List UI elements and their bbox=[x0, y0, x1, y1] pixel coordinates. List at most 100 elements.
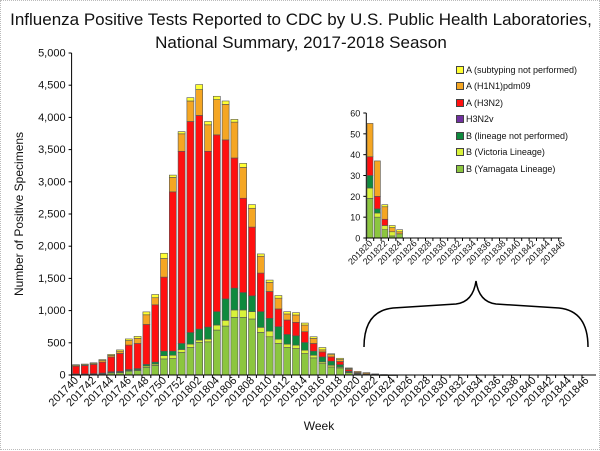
bar-segment bbox=[309, 357, 318, 376]
bar-segment bbox=[344, 367, 353, 369]
bar-segment bbox=[169, 350, 177, 356]
bar-segment bbox=[230, 309, 239, 318]
chart-title-line2: National Summary, 2017-2018 Season bbox=[155, 33, 447, 52]
bar-segment bbox=[133, 343, 142, 369]
legend-label: A (H3N2) bbox=[466, 98, 504, 108]
bar-segment bbox=[177, 133, 186, 152]
bar-segment bbox=[292, 322, 300, 337]
inset-bar-segment bbox=[366, 156, 374, 176]
bar-segment bbox=[353, 371, 362, 373]
bar-segment bbox=[160, 355, 168, 360]
bar-segment bbox=[265, 318, 274, 332]
bar-segment bbox=[336, 357, 344, 360]
bar-segment bbox=[362, 372, 371, 375]
inset-bar-segment bbox=[374, 160, 381, 197]
bar-segment bbox=[256, 272, 265, 312]
bar-segment bbox=[142, 366, 151, 376]
inset-bar-segment bbox=[374, 208, 381, 214]
bar-segment bbox=[204, 338, 212, 343]
bar-segment bbox=[160, 258, 168, 278]
bar-segment bbox=[292, 348, 300, 376]
y-tick-label: 3,500 bbox=[38, 144, 66, 156]
bar-segment bbox=[204, 326, 212, 340]
bar-segment bbox=[204, 150, 212, 328]
bar-segment bbox=[248, 311, 256, 320]
y-tick-label: 4,000 bbox=[38, 112, 66, 124]
bar-segment bbox=[230, 157, 239, 289]
bar-segment bbox=[300, 331, 309, 343]
bar-segment bbox=[169, 177, 177, 193]
bar-segment bbox=[336, 361, 344, 365]
bar-segment bbox=[72, 364, 80, 366]
bar-segment bbox=[204, 341, 212, 376]
bar-segment bbox=[283, 334, 292, 345]
legend-item: B (lineage not performed) bbox=[456, 131, 568, 141]
inset-bar-segment bbox=[374, 196, 381, 210]
bar-segment bbox=[256, 255, 265, 274]
bar-segment bbox=[186, 100, 195, 122]
bar-segment bbox=[169, 174, 177, 178]
bar-segment bbox=[133, 336, 142, 339]
bar-segment bbox=[256, 253, 265, 257]
inset-y-tick-label: 50 bbox=[350, 129, 360, 139]
bar-segment bbox=[125, 340, 133, 346]
inset-y-tick-label: 40 bbox=[350, 150, 360, 160]
bar-segment bbox=[98, 359, 107, 361]
bar-segment bbox=[195, 84, 203, 90]
bar-segment bbox=[160, 350, 168, 356]
bar-segment bbox=[318, 356, 327, 363]
bar-segment bbox=[283, 343, 292, 348]
bar-segment bbox=[283, 347, 292, 376]
bar-segment bbox=[265, 330, 274, 338]
inset-bar-segment bbox=[396, 233, 403, 239]
bar-segment bbox=[248, 295, 256, 312]
bar-segment bbox=[274, 295, 283, 299]
legend-swatch bbox=[456, 66, 464, 74]
bar-segment bbox=[160, 276, 168, 352]
bar-segment bbox=[274, 326, 283, 340]
y-tick-label: 4,500 bbox=[38, 80, 66, 92]
inset-bar-segment bbox=[381, 225, 389, 230]
inset-bar-segment bbox=[381, 204, 389, 208]
bar-segment bbox=[274, 343, 283, 376]
bar-segment bbox=[230, 119, 239, 123]
inset-y-tick-label: 20 bbox=[350, 192, 360, 202]
legend-swatch bbox=[456, 115, 464, 123]
inset-bar-segment bbox=[381, 218, 389, 226]
legend-label: A (subtyping not performed) bbox=[466, 65, 578, 75]
bar-segment bbox=[230, 316, 239, 376]
bar-segment bbox=[195, 115, 203, 330]
legend-label: B (lineage not performed) bbox=[466, 131, 569, 141]
legend-label: B (Victoria Lineage) bbox=[466, 147, 545, 157]
bar-segment bbox=[327, 356, 336, 362]
bar-segment bbox=[239, 316, 247, 376]
bar-segment bbox=[265, 336, 274, 376]
bar-segment bbox=[248, 318, 256, 376]
bar-segment bbox=[72, 365, 80, 375]
bar-segment bbox=[221, 325, 230, 376]
bar-segment bbox=[204, 124, 212, 152]
bar-segment bbox=[151, 297, 159, 306]
bar-segment bbox=[169, 358, 177, 376]
legend-item: A (subtyping not performed) bbox=[456, 65, 577, 75]
bar-segment bbox=[327, 353, 336, 355]
bar-segment bbox=[318, 351, 327, 358]
bar-segment bbox=[107, 356, 115, 373]
bar-segment bbox=[283, 319, 292, 335]
inset-bar-segment bbox=[396, 231, 403, 235]
legend-item: B (Victoria Lineage) bbox=[456, 147, 545, 157]
bar-segment bbox=[248, 226, 256, 297]
bar-segment bbox=[336, 367, 344, 376]
bar-segment bbox=[142, 324, 151, 365]
y-tick-label: 0 bbox=[59, 370, 65, 382]
bar-segment bbox=[177, 352, 186, 376]
inset-bar-segment bbox=[381, 229, 389, 239]
inset-bar-segment bbox=[388, 227, 396, 233]
bar-segment bbox=[265, 279, 274, 283]
bar-segment bbox=[177, 343, 186, 350]
bar-segment bbox=[239, 292, 247, 311]
bar-segment bbox=[177, 131, 186, 135]
bar-segment bbox=[283, 311, 292, 315]
bar-segment bbox=[213, 99, 221, 136]
